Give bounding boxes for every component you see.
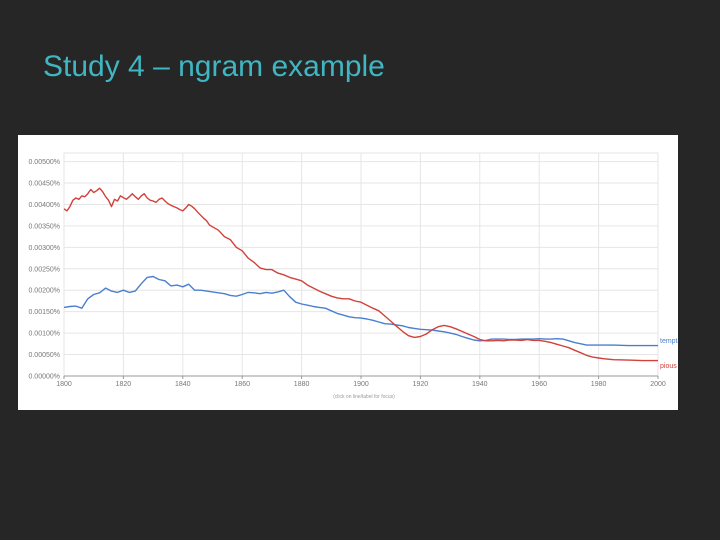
x-tick-label: 1800 xyxy=(56,381,72,388)
legend-label-pious[interactable]: pious xyxy=(660,363,677,370)
legend[interactable]: temptation pious xyxy=(660,338,678,370)
axes: 0.00500% 0.00450% 0.00400% 0.00350% 0.00300%… xyxy=(28,159,665,388)
y-tick-label: 0.00050% xyxy=(28,352,60,359)
x-tick-label: 1840 xyxy=(175,381,191,388)
x-tick-label: 1940 xyxy=(472,381,488,388)
ngram-chart-card: 0.00500% 0.00450% 0.00400% 0.00350% 0.00300%… xyxy=(18,135,678,410)
y-tick-label: 0.00200% xyxy=(28,288,60,295)
y-tick-label: 0.00300% xyxy=(28,245,60,252)
y-tick-label: 0.00100% xyxy=(28,331,60,338)
legend-label-temptation[interactable]: temptation xyxy=(660,338,678,345)
y-tick-label: 0.00400% xyxy=(28,202,60,209)
chart-footnote: (click on line/label for focus) xyxy=(333,394,395,400)
x-tick-label: 1820 xyxy=(116,381,132,388)
x-tick-label: 1900 xyxy=(353,381,369,388)
y-tick-label: 0.00450% xyxy=(28,181,60,188)
x-tick-label: 1980 xyxy=(591,381,607,388)
slide-title: Study 4 – ngram example xyxy=(43,50,385,83)
y-tick-label: 0.00000% xyxy=(28,374,60,381)
gridlines xyxy=(63,152,659,377)
ngram-line-chart: 0.00500% 0.00450% 0.00400% 0.00350% 0.00300%… xyxy=(28,152,678,400)
x-tick-label: 1960 xyxy=(531,381,547,388)
series-line-pious[interactable] xyxy=(63,187,658,362)
x-tick-label: 2000 xyxy=(650,381,666,388)
series-lines[interactable] xyxy=(63,187,658,362)
x-tick-label: 1880 xyxy=(294,381,310,388)
y-tick-label: 0.00350% xyxy=(28,223,60,230)
x-tick-label: 1860 xyxy=(234,381,250,388)
y-tick-label: 0.00500% xyxy=(28,159,60,166)
y-tick-label: 0.00150% xyxy=(28,309,60,316)
y-tick-label: 0.00250% xyxy=(28,266,60,273)
x-tick-label: 1920 xyxy=(413,381,429,388)
